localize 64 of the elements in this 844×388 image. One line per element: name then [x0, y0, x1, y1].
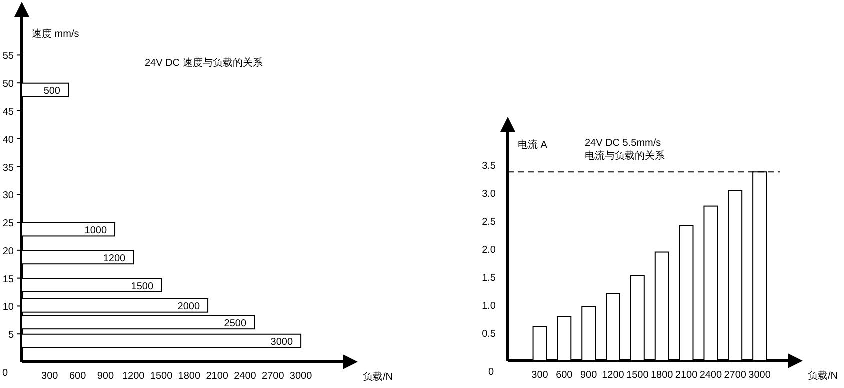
y-axis-title: 速度 mm/s — [32, 28, 80, 40]
bar — [582, 306, 596, 362]
bar — [654, 252, 670, 362]
y-tick-label: 1.5 — [482, 272, 496, 284]
x-tick-label: 600 — [69, 371, 87, 382]
y-tick-label: 50 — [2, 79, 14, 90]
x-tick-label: 1200 — [122, 371, 146, 382]
y-tick-label: 2.0 — [482, 244, 496, 256]
y-tick-label: 15 — [2, 274, 14, 286]
bar — [630, 275, 645, 362]
y-tick-label: 30 — [2, 190, 14, 202]
x-tick-label: 2100 — [675, 370, 698, 381]
y-tick-label: 55 — [2, 51, 14, 62]
y-tick-label: 45 — [2, 106, 14, 118]
data-label: 1500 — [131, 281, 154, 292]
x-tick-label: 300 — [532, 370, 549, 381]
y-tick-label: 3.0 — [482, 188, 496, 200]
y-tick-label: 0.5 — [482, 328, 496, 340]
x-tick-label: 1200 — [602, 370, 625, 381]
x-tick-label: 3000 — [748, 370, 772, 381]
bar — [22, 315, 256, 330]
y-tick-label: 3.5 — [482, 160, 496, 172]
x-tick-label: 2400 — [234, 371, 257, 382]
y-tick-label: 2.5 — [482, 216, 496, 228]
x-tick-label: 2100 — [206, 371, 229, 382]
data-label: 500 — [44, 86, 61, 98]
y-tick-label: 35 — [2, 162, 14, 174]
x-tick-label: 1500 — [150, 371, 174, 382]
y-tick-label: 40 — [2, 134, 14, 146]
x-tick-label: 2700 — [262, 371, 285, 382]
x-tick-label: 300 — [42, 371, 59, 382]
text: 24V DC 速度与负载的关系 — [145, 57, 263, 69]
x-axis-title: 负载/N — [808, 370, 838, 382]
bar — [557, 316, 572, 362]
x-tick-label: 2400 — [700, 370, 723, 381]
data-label: 1200 — [103, 253, 126, 264]
data-label: 2500 — [224, 318, 247, 330]
text: 电流与负载的关系 — [585, 150, 665, 162]
bar — [606, 293, 620, 362]
x-tick-label: 2700 — [724, 370, 747, 381]
bar — [532, 326, 548, 362]
bar — [679, 225, 694, 362]
bar — [704, 206, 718, 362]
y-tick-label: 25 — [2, 218, 14, 230]
x-tick-label: 1800 — [650, 370, 674, 381]
y-tick-label: 5 — [8, 330, 14, 342]
data-label: 2000 — [178, 302, 200, 313]
text: 0 — [2, 368, 8, 379]
x-tick-label: 900 — [580, 370, 598, 381]
text: 0 — [488, 367, 494, 378]
y-tick-label: 20 — [2, 246, 14, 258]
y-tick-label: 10 — [2, 302, 14, 314]
data-label: 1000 — [84, 226, 108, 237]
x-tick-label: 900 — [97, 371, 114, 382]
y-axis-title: 电流 A — [518, 139, 548, 151]
bar — [728, 190, 743, 362]
x-tick-label: 1800 — [178, 371, 201, 382]
x-tick-label: 1500 — [626, 370, 650, 381]
data-label: 3000 — [270, 337, 294, 348]
x-axis-title: 负载/N — [363, 371, 393, 383]
text: 24V DC 5.5mm/s — [585, 138, 662, 149]
x-tick-label: 3000 — [290, 371, 313, 382]
y-tick-label: 1.0 — [482, 300, 496, 312]
x-tick-label: 600 — [556, 370, 574, 381]
